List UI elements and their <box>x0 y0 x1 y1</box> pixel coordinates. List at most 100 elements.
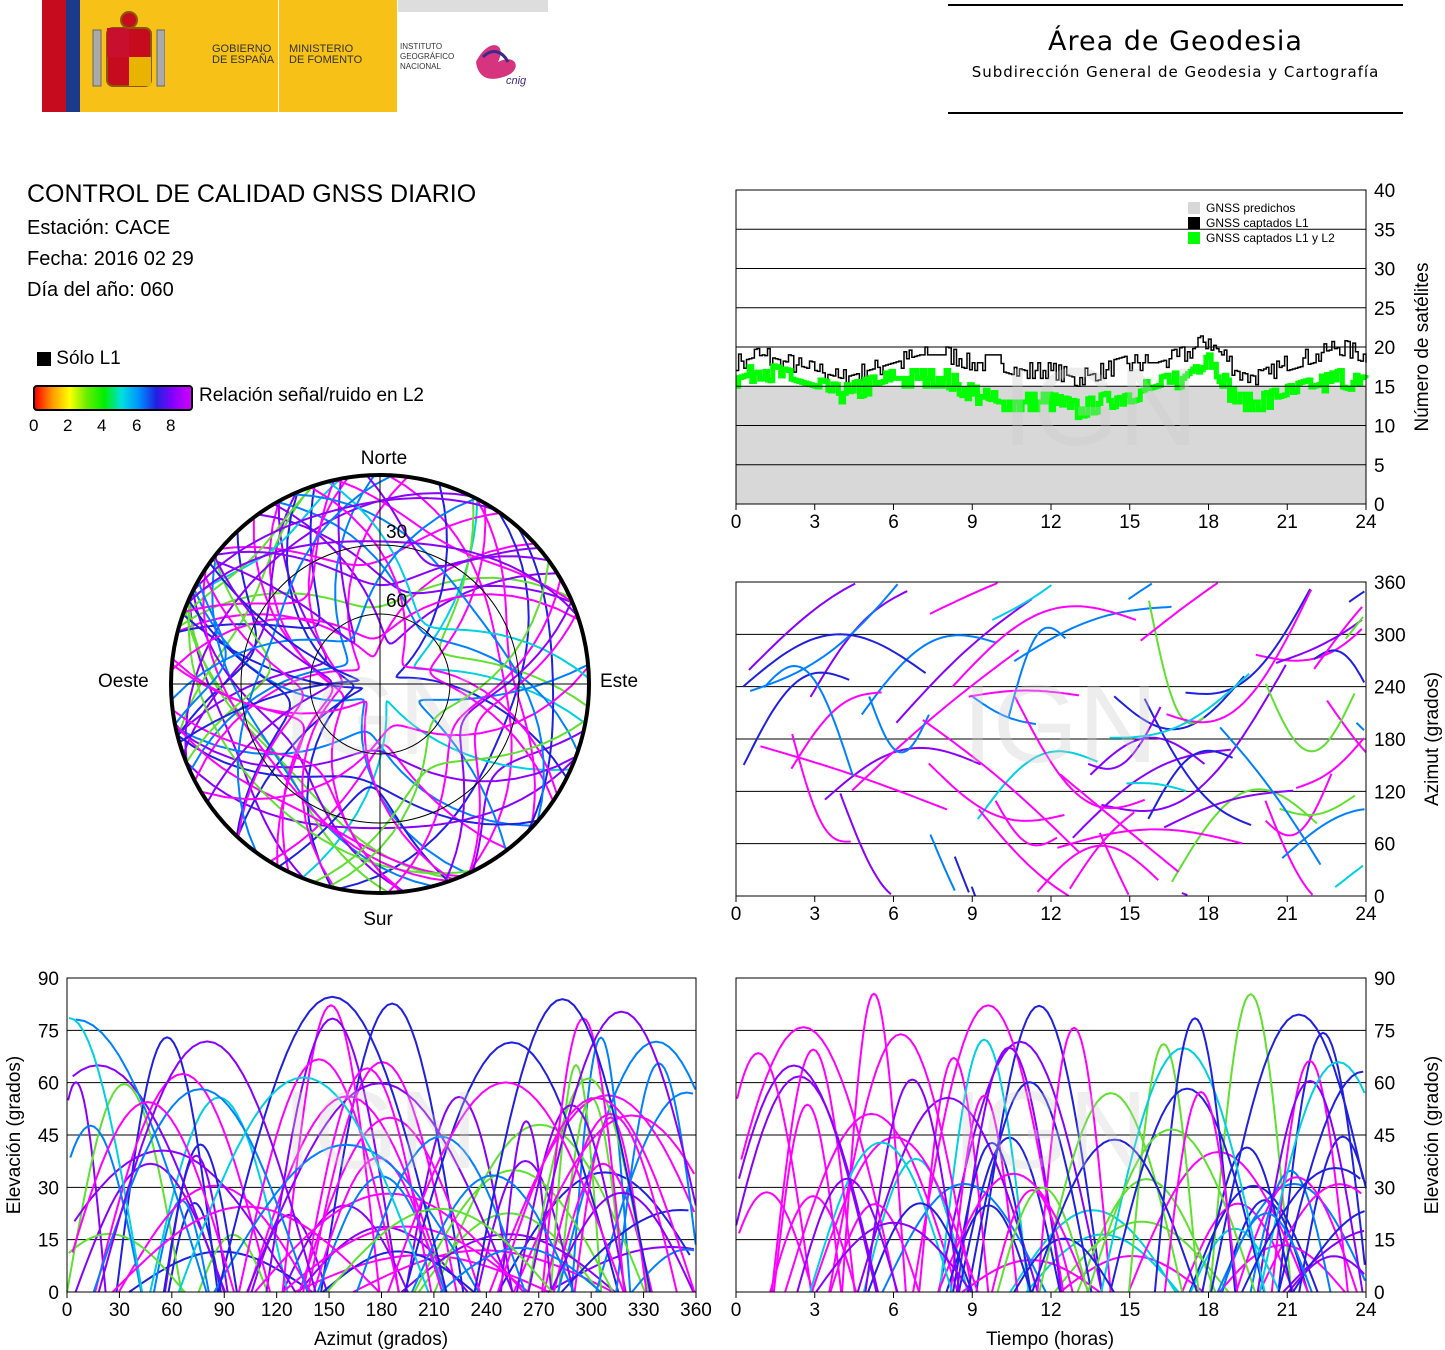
y-tick-label: 60 <box>1374 1074 1395 1095</box>
satellite-track <box>471 730 585 872</box>
satellite-track <box>1264 800 1314 896</box>
satellite-track <box>74 1162 226 1293</box>
x-tick-label: 0 <box>731 512 742 533</box>
y-tick-label: 0 <box>1374 887 1385 908</box>
azimuth-time-yticks: 0 60 120 180 240 300 360 <box>1374 573 1406 908</box>
satellite-track <box>187 599 292 837</box>
only-l1-swatch <box>37 352 51 366</box>
elevation-time-xticks: 0 3 6 9 12 15 18 21 24 <box>731 1292 1377 1321</box>
satellite-track <box>1313 606 1363 670</box>
satellite-track <box>810 1136 979 1293</box>
y-tick-label: 35 <box>1374 220 1395 241</box>
ign-band: INSTITUTO GEOGRÁFICO NACIONAL cnig <box>398 0 548 112</box>
satellite-track <box>937 1172 1090 1293</box>
satellite-track <box>967 1081 1093 1293</box>
satellite-track <box>996 1186 1089 1293</box>
satellite-track <box>1258 1061 1366 1293</box>
predicted-area <box>736 386 1366 504</box>
satellite-track <box>468 612 578 874</box>
satellite-track <box>1143 698 1252 827</box>
y-tick-label: 90 <box>38 969 59 990</box>
satellite-track <box>94 1072 271 1293</box>
satellite-track <box>1275 619 1363 664</box>
skyplot-south-label: Sur <box>363 909 393 930</box>
satellite-track <box>1334 864 1364 888</box>
satellite-track <box>1281 808 1365 859</box>
satellite-track <box>1181 1202 1295 1293</box>
ign-text: INSTITUTO GEOGRÁFICO NACIONAL <box>400 42 454 72</box>
satellite-track <box>991 1189 1074 1293</box>
ign-line2: GEOGRÁFICO <box>400 52 455 61</box>
satellite-track <box>1147 749 1234 820</box>
satellite-track <box>970 886 977 897</box>
ministerio-text: MINISTERIO DE FOMENTO <box>289 44 362 66</box>
satellite-track <box>815 1221 973 1293</box>
x-tick-label: 0 <box>731 904 742 925</box>
satellite-track <box>473 998 652 1293</box>
satellite-track <box>1057 828 1243 849</box>
station-name: Estación: CACE <box>27 217 171 239</box>
elevation-time-tracks <box>735 992 1367 1293</box>
satellite-track <box>796 1177 899 1293</box>
x-tick-label: 15 <box>1119 904 1140 925</box>
satellite-track <box>1059 773 1180 873</box>
satellite-track <box>1241 1166 1361 1293</box>
satellite-track <box>404 1041 620 1293</box>
satellite-track <box>312 1156 444 1293</box>
series-l1l2-line <box>736 352 1369 421</box>
satellite-track <box>1036 844 1159 893</box>
satellite-track <box>429 503 555 802</box>
legend-l1-swatch <box>1188 217 1200 229</box>
satellite-count-xticks: 0 3 6 9 12 15 18 21 24 <box>731 504 1377 533</box>
y-tick-label: 90 <box>1374 969 1395 990</box>
satellite-track <box>527 1010 697 1293</box>
x-tick-label: 24 <box>1355 904 1377 925</box>
satellite-track <box>320 1002 465 1293</box>
satellite-track <box>170 593 580 671</box>
satellite-track <box>68 1232 186 1293</box>
satellite-track <box>178 562 361 744</box>
y-tick-label: 60 <box>38 1074 59 1095</box>
satellite-track <box>1013 1237 1115 1293</box>
x-tick-label: 240 <box>470 1300 502 1321</box>
satellite-track <box>182 492 297 755</box>
report-title: CONTROL DE CALIDAD GNSS DIARIO <box>27 180 477 208</box>
satellite-track <box>1348 590 1365 603</box>
satellite-track <box>1109 673 1250 739</box>
satellite-track <box>236 474 393 854</box>
satellite-track <box>1166 589 1312 724</box>
satellite-track <box>67 1081 107 1293</box>
x-tick-label: 6 <box>888 1300 899 1321</box>
satellite-track <box>549 1191 695 1293</box>
satellite-track <box>631 1248 695 1293</box>
satellite-track <box>1163 1090 1239 1293</box>
snr-tick: 2 <box>63 416 73 435</box>
satellite-track <box>1126 782 1187 792</box>
satellite-track <box>213 1143 480 1293</box>
snr-tick: 0 <box>29 416 39 435</box>
satellite-track <box>365 474 539 567</box>
satellite-track <box>1220 1212 1313 1293</box>
y-tick-label: 30 <box>1374 1178 1395 1199</box>
x-tick-label: 180 <box>366 1300 398 1321</box>
gobierno-text: GOBIERNO DE ESPAÑA <box>212 44 274 66</box>
satellite-track <box>496 1096 696 1293</box>
satellite-track <box>1089 736 1206 776</box>
satellite-track <box>193 476 409 782</box>
satellite-track <box>557 1040 697 1293</box>
snr-tick: 6 <box>132 416 142 435</box>
legend-predicted-swatch <box>1188 202 1200 214</box>
satellite-track <box>206 555 333 803</box>
satellite-track <box>938 1038 1030 1293</box>
y-tick-label: 0 <box>48 1283 59 1304</box>
x-tick-label: 270 <box>523 1300 555 1321</box>
series-l1-line <box>736 335 1367 387</box>
y-tick-label: 10 <box>1374 417 1395 438</box>
satellite-track <box>387 1081 625 1293</box>
satellite-track <box>200 666 590 801</box>
x-tick-label: 120 <box>261 1300 293 1321</box>
satellite-track <box>328 560 550 888</box>
satellite-track <box>1189 1227 1281 1293</box>
x-tick-label: 60 <box>161 1300 182 1321</box>
satellite-track <box>301 700 571 879</box>
